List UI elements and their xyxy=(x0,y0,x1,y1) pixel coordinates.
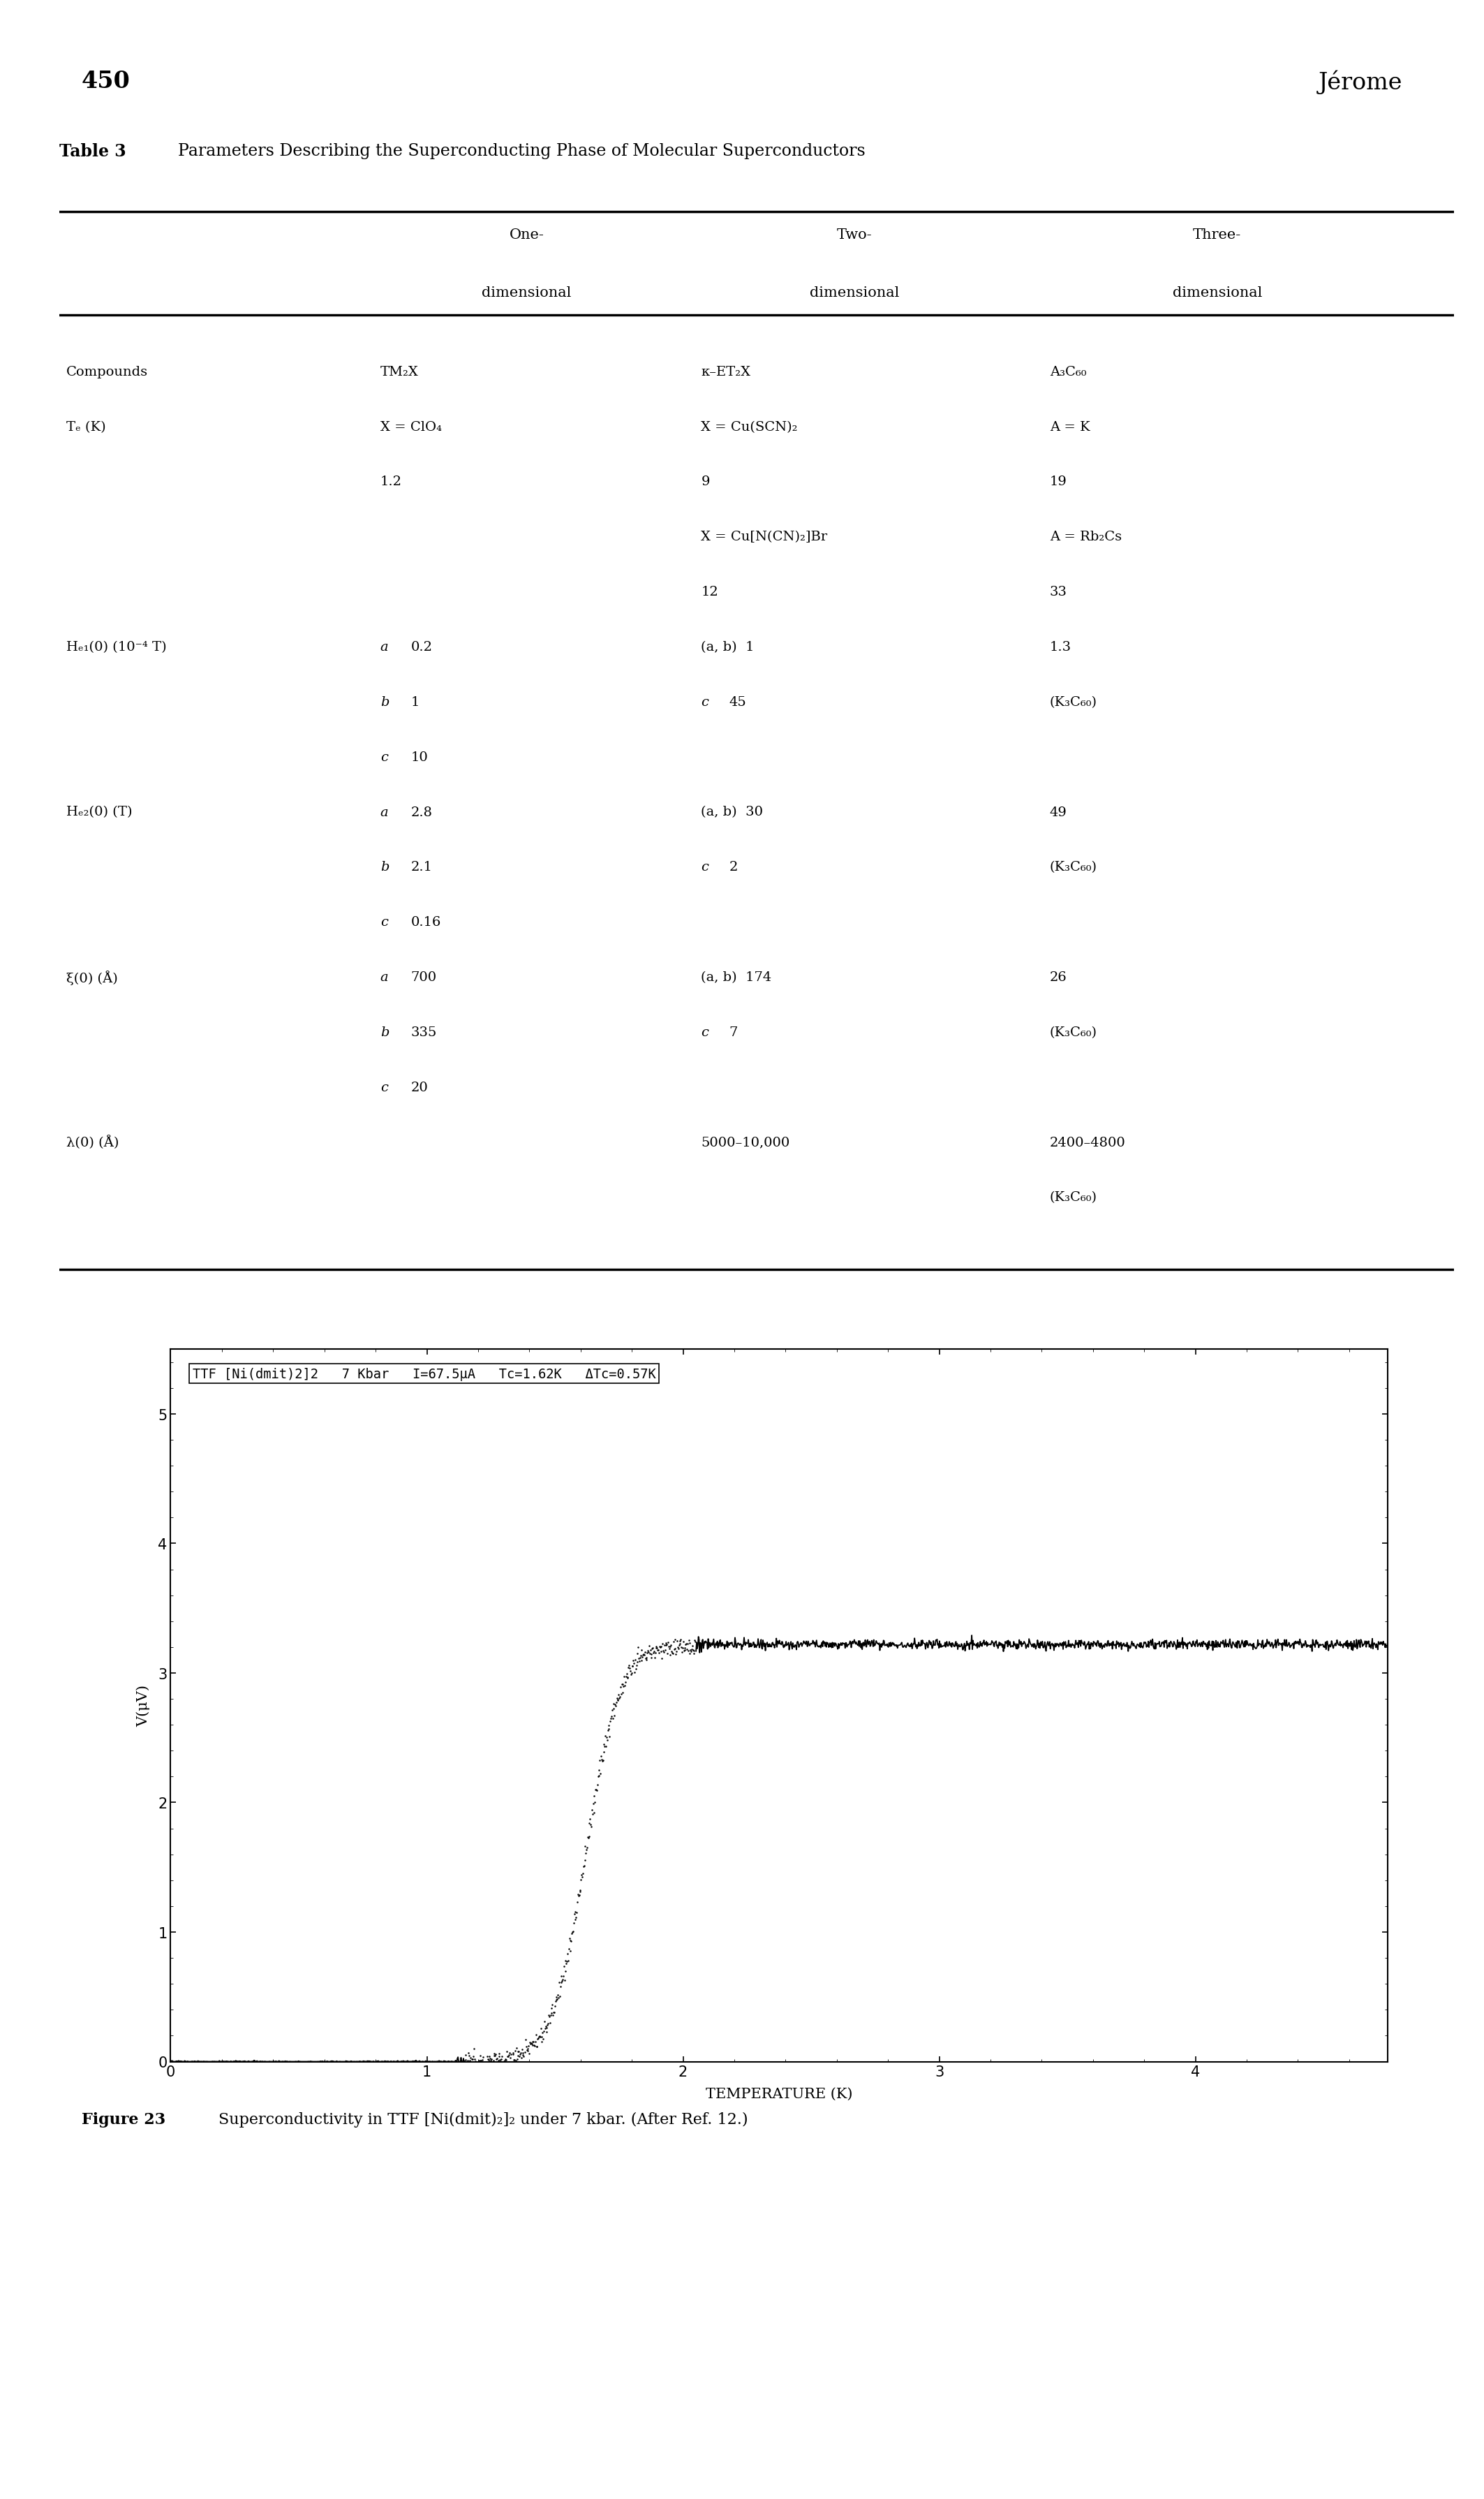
Text: X = ClO₄: X = ClO₄ xyxy=(380,420,442,432)
Text: c: c xyxy=(700,695,709,707)
Text: 5000–10,000: 5000–10,000 xyxy=(700,1137,789,1150)
Text: (K₃C₆₀): (K₃C₆₀) xyxy=(1049,1027,1097,1040)
Text: 1: 1 xyxy=(411,695,420,707)
Text: b: b xyxy=(380,695,389,707)
Text: c: c xyxy=(700,1027,709,1040)
X-axis label: TEMPERATURE (K): TEMPERATURE (K) xyxy=(705,2087,853,2099)
Text: a: a xyxy=(380,972,389,985)
Text: 2: 2 xyxy=(729,862,738,875)
Text: Compounds: Compounds xyxy=(67,365,148,377)
Text: A = K: A = K xyxy=(1049,420,1091,432)
Text: (K₃C₆₀): (K₃C₆₀) xyxy=(1049,695,1097,707)
Text: κ–ET₂X: κ–ET₂X xyxy=(700,365,751,377)
Text: λ(0) (Å): λ(0) (Å) xyxy=(67,1135,119,1150)
Text: 9: 9 xyxy=(700,475,709,487)
Text: 2400–4800: 2400–4800 xyxy=(1049,1137,1126,1150)
Text: a: a xyxy=(380,640,389,652)
Text: 2.1: 2.1 xyxy=(411,862,432,875)
Text: 12: 12 xyxy=(700,585,718,597)
Text: X = Cu[N(CN)₂]Br: X = Cu[N(CN)₂]Br xyxy=(700,530,828,542)
Text: 49: 49 xyxy=(1049,805,1067,820)
Text: Hₑ₁(0) (10⁻⁴ T): Hₑ₁(0) (10⁻⁴ T) xyxy=(67,640,166,652)
Text: 0.16: 0.16 xyxy=(411,917,441,930)
Text: Tₑ (K): Tₑ (K) xyxy=(67,420,105,432)
Text: c: c xyxy=(380,1082,387,1095)
Y-axis label: V(μV): V(μV) xyxy=(137,1684,150,1727)
Text: dimensional: dimensional xyxy=(482,285,571,300)
Text: 26: 26 xyxy=(1049,972,1067,985)
Text: 45: 45 xyxy=(729,695,746,707)
Text: dimensional: dimensional xyxy=(1172,285,1261,300)
Text: X = Cu(SCN)₂: X = Cu(SCN)₂ xyxy=(700,420,798,432)
Text: c: c xyxy=(700,862,709,875)
Text: 10: 10 xyxy=(411,750,429,762)
Text: (a, b)  1: (a, b) 1 xyxy=(700,640,754,652)
Text: One-: One- xyxy=(509,227,545,242)
Text: dimensional: dimensional xyxy=(810,285,899,300)
Text: 20: 20 xyxy=(411,1082,429,1095)
Text: 450: 450 xyxy=(82,70,131,92)
Text: Table 3: Table 3 xyxy=(59,142,126,160)
Text: ξ(0) (Å): ξ(0) (Å) xyxy=(67,970,117,985)
Text: 0.2: 0.2 xyxy=(411,640,432,652)
Text: 1.3: 1.3 xyxy=(1049,640,1071,652)
Text: (K₃C₆₀): (K₃C₆₀) xyxy=(1049,862,1097,875)
Text: 700: 700 xyxy=(411,972,436,985)
Text: Hₑ₂(0) (T): Hₑ₂(0) (T) xyxy=(67,805,132,820)
Text: 7: 7 xyxy=(729,1027,738,1040)
Text: A₃C₆₀: A₃C₆₀ xyxy=(1049,365,1086,377)
Text: Figure 23: Figure 23 xyxy=(82,2112,166,2127)
Text: TTF [Ni(dmit)2]2   7 Kbar   I=67.5μA   Tc=1.62K   ΔTc=0.57K: TTF [Ni(dmit)2]2 7 Kbar I=67.5μA Tc=1.62… xyxy=(193,1367,656,1379)
Text: Jérome: Jérome xyxy=(1318,70,1402,95)
Text: b: b xyxy=(380,1027,389,1040)
Text: b: b xyxy=(380,862,389,875)
Text: Parameters Describing the Superconducting Phase of Molecular Superconductors: Parameters Describing the Superconductin… xyxy=(178,142,865,160)
Text: (a, b)  174: (a, b) 174 xyxy=(700,972,772,985)
Text: Superconductivity in TTF [Ni(dmit)₂]₂ under 7 kbar. (After Ref. 12.): Superconductivity in TTF [Ni(dmit)₂]₂ un… xyxy=(218,2112,748,2127)
Text: 19: 19 xyxy=(1049,475,1067,487)
Text: c: c xyxy=(380,750,387,762)
Text: Three-: Three- xyxy=(1193,227,1241,242)
Text: TM₂X: TM₂X xyxy=(380,365,418,377)
Text: c: c xyxy=(380,917,387,930)
Text: (K₃C₆₀): (K₃C₆₀) xyxy=(1049,1192,1097,1205)
Text: 33: 33 xyxy=(1049,585,1067,597)
Text: 2.8: 2.8 xyxy=(411,805,432,820)
Text: 335: 335 xyxy=(411,1027,436,1040)
Text: (a, b)  30: (a, b) 30 xyxy=(700,805,763,820)
Text: 1.2: 1.2 xyxy=(380,475,402,487)
Text: Two-: Two- xyxy=(837,227,873,242)
Text: A = Rb₂Cs: A = Rb₂Cs xyxy=(1049,530,1122,542)
Text: a: a xyxy=(380,805,389,820)
